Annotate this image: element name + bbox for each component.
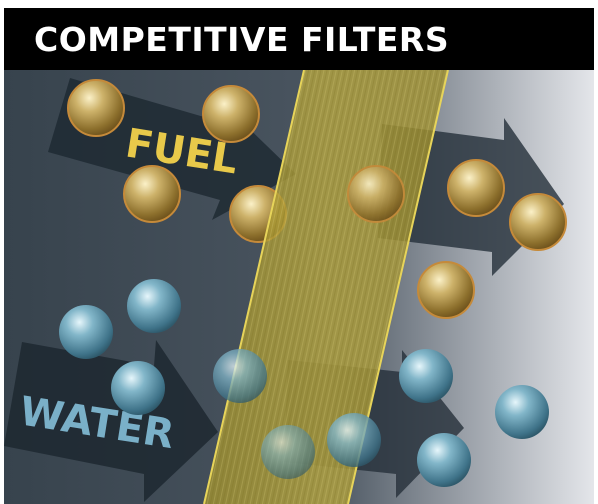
water-droplet [261, 425, 315, 479]
diagram-canvas: FUEL WATER [4, 70, 594, 504]
water-droplet [399, 349, 453, 403]
fuel-droplet [123, 165, 181, 223]
water-droplet [111, 361, 165, 415]
water-droplet [417, 433, 471, 487]
filter-diagram: FUEL WATER [4, 70, 594, 504]
fuel-droplet [417, 261, 475, 319]
water-droplet [127, 279, 181, 333]
figure-title: COMPETITIVE FILTERS [34, 20, 450, 59]
water-droplet [213, 349, 267, 403]
water-droplet [327, 413, 381, 467]
fuel-droplet [202, 85, 260, 143]
water-flow-arrow-left [4, 340, 218, 502]
fuel-droplet [347, 165, 405, 223]
water-droplet [495, 385, 549, 439]
title-bar: COMPETITIVE FILTERS [4, 8, 594, 70]
fuel-droplet [447, 159, 505, 217]
water-droplet [59, 305, 113, 359]
fuel-droplet [67, 79, 125, 137]
fuel-droplet [509, 193, 567, 251]
